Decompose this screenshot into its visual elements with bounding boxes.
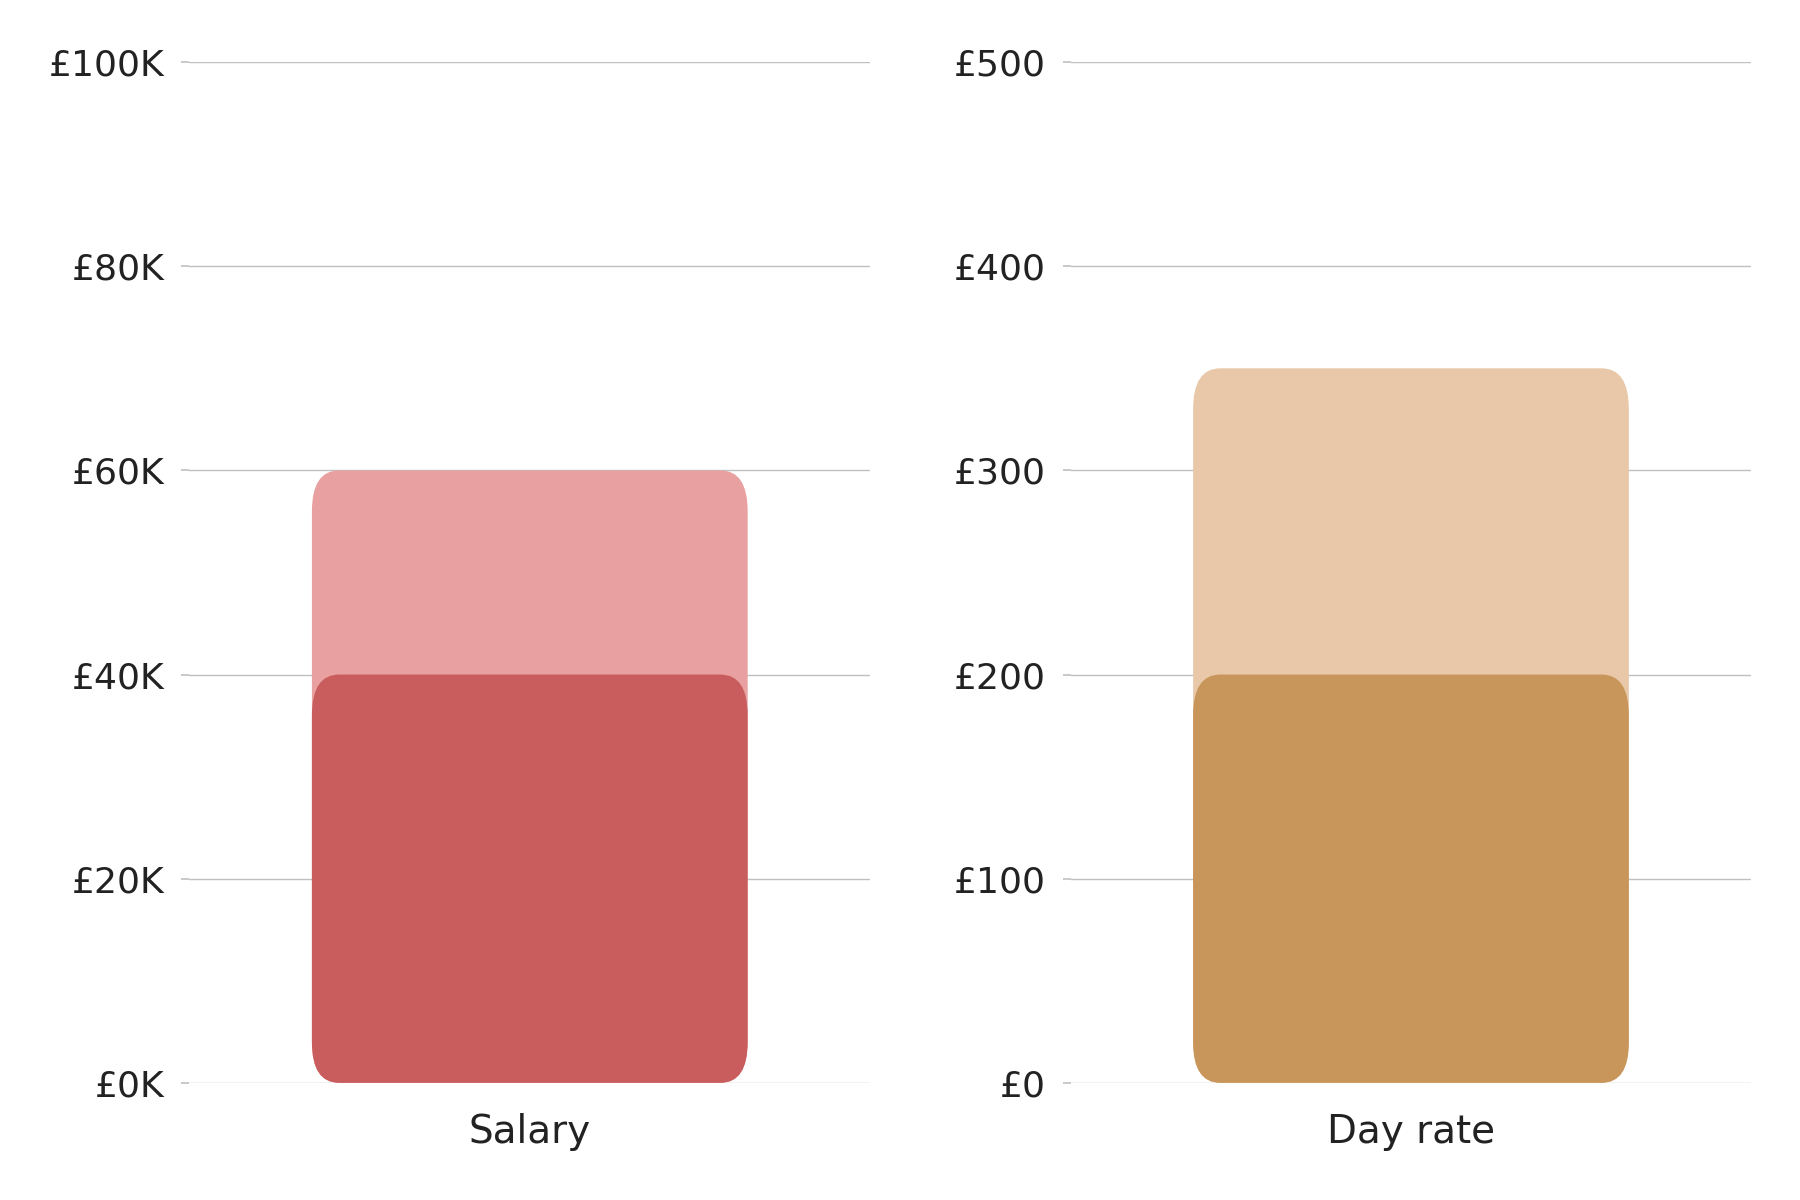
FancyBboxPatch shape — [1193, 368, 1629, 1082]
FancyBboxPatch shape — [311, 674, 747, 1082]
FancyBboxPatch shape — [1193, 674, 1629, 1082]
FancyBboxPatch shape — [311, 470, 747, 1082]
